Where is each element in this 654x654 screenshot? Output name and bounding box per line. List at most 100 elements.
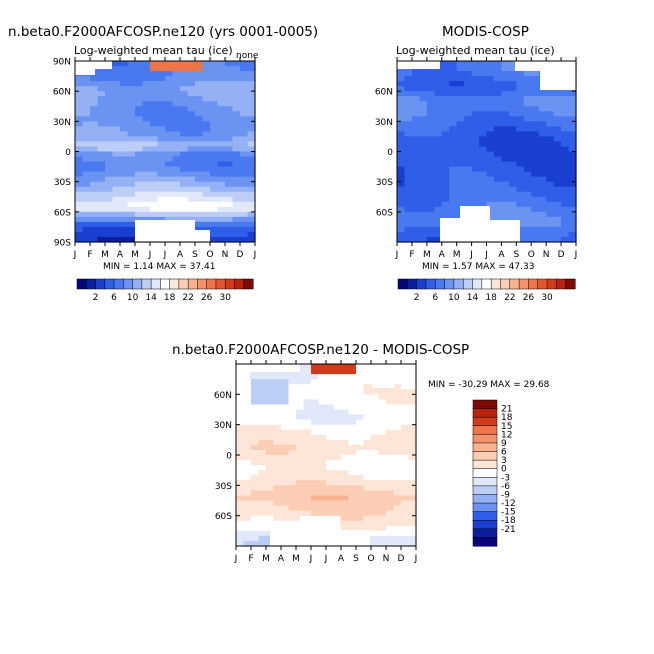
heatmap-cell [296,384,305,390]
heatmap-cell [553,121,562,127]
heatmap-cell [333,455,342,461]
heatmap-cell [434,176,443,183]
heatmap-cell [434,76,443,82]
heatmap-cell [210,191,219,198]
obs-min-max: MIN = 1.57 MAX = 47.33 [422,262,534,272]
heatmap-cell [326,404,335,411]
heatmap-cell [493,126,503,132]
heatmap-cell [247,81,256,87]
heatmap-cell [105,231,114,238]
heatmap-cell [243,424,252,431]
colorbar-label: 15 [501,422,512,432]
heatmap-cell [150,111,159,117]
heatmap-cell [303,460,312,466]
heatmap-cell [538,186,547,193]
heatmap-cell [553,136,562,143]
colorbar-swatch [472,459,498,470]
heatmap-cell [441,166,450,173]
heatmap-cell [247,101,256,107]
heatmap-cell [202,116,211,122]
heatmap-cell [288,485,297,491]
heatmap-cell [258,525,267,532]
heatmap-cell [240,176,249,183]
heatmap-cell [326,465,335,471]
heatmap-cell [142,131,151,138]
heatmap-cell [303,485,312,491]
heatmap-cell [493,196,503,203]
heatmap-cell [393,535,402,542]
heatmap-cell [217,236,226,243]
heatmap-cell [341,419,350,426]
heatmap-cell [195,186,204,193]
heatmap-cell [225,211,234,218]
heatmap-cell [531,226,540,233]
heatmap-cell [404,156,413,163]
heatmap-cell [251,455,260,461]
heatmap-cell [273,495,282,502]
heatmap-cell [127,126,136,132]
heatmap-cell [341,404,350,411]
heatmap-cell [501,66,510,72]
heatmap-cell [464,76,473,82]
heatmap-cell [456,126,465,132]
heatmap-cell [404,111,413,117]
heatmap-cell [105,226,114,233]
heatmap-cell [135,206,144,213]
heatmap-cell [363,460,372,466]
heatmap-cell [371,505,380,512]
heatmap-cell [341,525,350,532]
heatmap-cell [456,181,465,188]
heatmap-cell [419,76,428,82]
heatmap-cell [516,71,525,77]
model-heatmap [75,61,256,243]
heatmap-cell [281,460,290,466]
heatmap-cell [363,379,372,385]
heatmap-cell [195,151,204,158]
heatmap-cell [217,131,226,138]
heatmap-cell [258,470,267,476]
heatmap-cell [318,389,327,395]
heatmap-cell [493,91,503,97]
colorbar-swatch [472,399,498,410]
heatmap-cell [568,106,577,112]
heatmap-cell [135,186,144,193]
heatmap-cell [326,485,335,491]
heatmap-cell [568,206,577,213]
heatmap-cell [404,196,413,203]
heatmap-cell [127,226,136,233]
heatmap-cell [311,369,320,375]
heatmap-cell [225,231,234,238]
heatmap-cell [501,146,510,153]
heatmap-cell [408,449,417,456]
heatmap-cell [97,71,106,77]
heatmap-cell [318,460,327,466]
x-tick-label: A [439,250,446,260]
heatmap-cell [202,86,211,92]
heatmap-cell [240,96,249,102]
heatmap-cell [404,121,413,127]
heatmap-cell [75,86,84,92]
heatmap-cell [486,141,495,148]
heatmap-cell [397,96,406,102]
model-missing-data [75,61,210,242]
heatmap-cell [397,191,406,198]
heatmap-cell [157,96,166,102]
heatmap-cell [120,216,129,223]
heatmap-cell [356,455,365,461]
heatmap-cell [493,156,503,163]
heatmap-cell [449,186,458,193]
heatmap-cell [479,171,488,178]
heatmap-cell [172,111,181,117]
heatmap-cell [426,86,435,92]
heatmap-cell [333,394,342,400]
heatmap-cell [553,131,562,138]
heatmap-cell [318,399,327,406]
heatmap-cell [273,384,282,390]
heatmap-cell [258,414,267,421]
heatmap-cell [243,434,252,441]
heatmap-cell [441,101,450,107]
heatmap-cell [258,374,267,380]
heatmap-cell [127,141,136,148]
heatmap-cell [516,186,525,193]
